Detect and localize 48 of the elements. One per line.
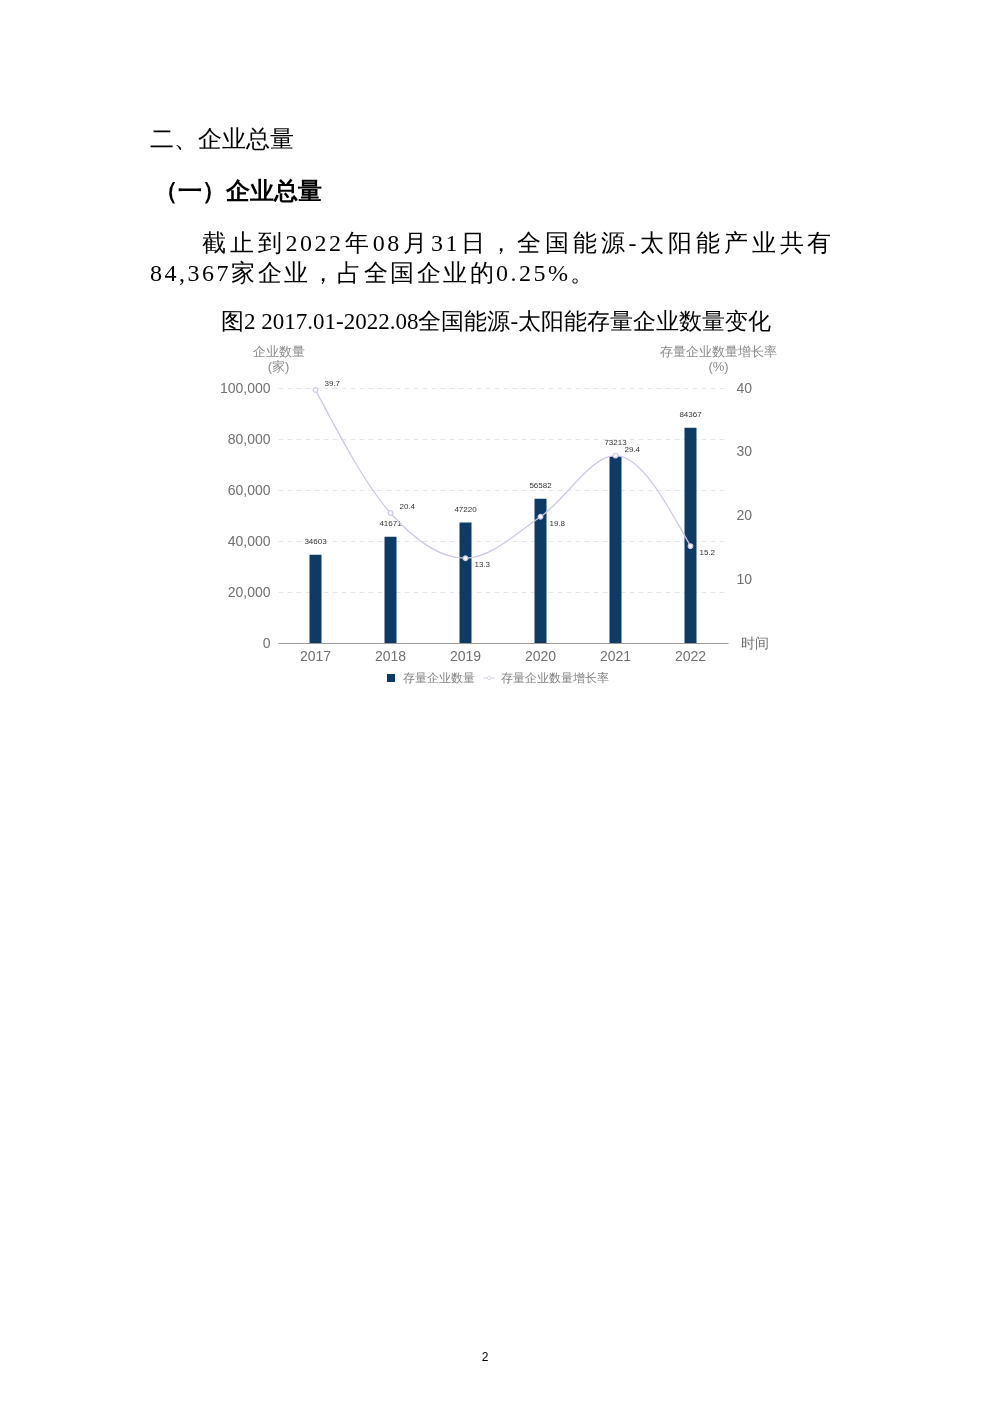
y-tick-label: 20,000 <box>227 583 271 600</box>
legend-label: 存量企业数量 <box>403 671 475 685</box>
point <box>612 452 619 459</box>
y2-tick-label: 30 <box>736 443 753 460</box>
bar <box>309 554 322 643</box>
chart-title: 图2 2017.01-2022.08全国能源-太阳能存量企业数量变化 <box>220 309 772 334</box>
y-axis-title: 企业数量 (家) <box>252 343 305 374</box>
point <box>687 543 694 550</box>
data-label: 34603 <box>304 536 328 546</box>
y-tick-label: 80,000 <box>227 430 271 447</box>
x-axis-title: 时间 <box>740 634 769 651</box>
bar <box>609 456 622 643</box>
y-tick-label: 40,000 <box>227 532 271 549</box>
bar <box>684 427 697 643</box>
point <box>462 555 469 562</box>
point <box>312 386 319 393</box>
data-label: 84367 <box>679 409 703 419</box>
x-tick-label: 2021 <box>599 647 632 664</box>
text: 截止到2022年08月31日，全国能源-太阳能产业共有84,367家企业，占全国企业的0.25%。 <box>150 229 834 288</box>
data-label: 39.7 <box>324 378 341 388</box>
data-label: 56582 <box>529 480 553 490</box>
x-tick-label: 2019 <box>449 647 482 664</box>
data-label: 19.8 <box>549 518 566 528</box>
y2-axis-title: 存量企业数量增长率 (%) <box>660 343 777 374</box>
y2-tick-label: 40 <box>736 379 753 396</box>
text: （一）企业总量 <box>153 176 323 206</box>
bar <box>459 522 472 643</box>
point <box>387 510 394 516</box>
data-label: 15.2 <box>699 548 716 558</box>
bar <box>534 498 547 643</box>
data-label: 20.4 <box>399 501 416 511</box>
text: 2 <box>480 1350 490 1364</box>
data-label: 41671 <box>379 518 403 528</box>
x-tick-label: 2020 <box>524 647 557 664</box>
point <box>537 513 544 520</box>
data-label: 47220 <box>454 504 478 514</box>
text: 二、企业总量 <box>150 124 295 154</box>
x-tick-label: 2017 <box>299 647 332 664</box>
bar <box>384 536 397 643</box>
data-label: 13.3 <box>474 560 491 570</box>
legend-label: 存量企业数量增长率 <box>501 671 609 685</box>
y-tick-label: 100,000 <box>219 379 271 396</box>
y2-tick-label: 10 <box>736 570 753 587</box>
x-tick-label: 2018 <box>374 647 407 664</box>
y-tick-label: 60,000 <box>227 481 271 498</box>
y-tick-label: 0 <box>262 634 271 651</box>
y2-tick-label: 20 <box>736 507 753 523</box>
x-tick-label: 2022 <box>674 647 707 664</box>
